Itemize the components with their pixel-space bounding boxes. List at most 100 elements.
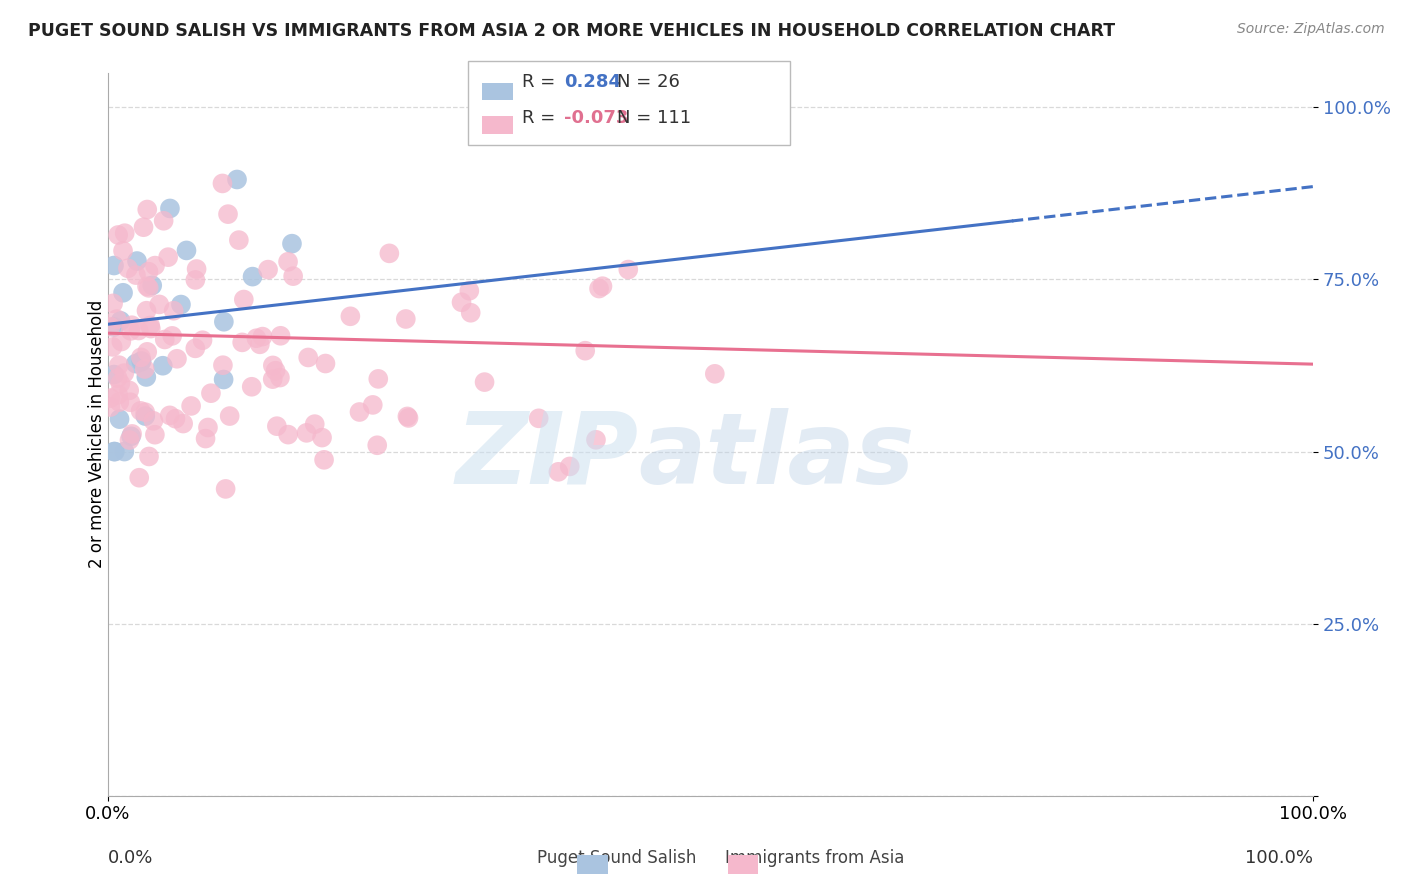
Point (194, 432, 217, 446)
Point (107, 371, 129, 385)
Point (135, 370, 157, 384)
Point (134, 405, 156, 419)
Point (138, 450, 160, 464)
Point (120, 324, 142, 338)
Point (107, 387, 129, 401)
Point (249, 337, 271, 351)
Point (112, 285, 135, 300)
Point (143, 427, 166, 442)
Point (110, 334, 132, 349)
Point (110, 314, 132, 328)
Point (269, 370, 291, 384)
Point (142, 414, 165, 428)
Point (211, 177, 233, 191)
Point (240, 380, 263, 394)
Point (703, 367, 725, 381)
Point (270, 328, 292, 343)
Point (184, 342, 207, 356)
Point (281, 236, 304, 251)
Point (186, 262, 208, 277)
Point (153, 333, 176, 347)
Point (218, 409, 240, 423)
Point (245, 331, 267, 345)
Point (159, 202, 181, 216)
Point (339, 310, 361, 324)
Point (378, 246, 401, 260)
Text: PUGET SOUND SALISH VS IMMIGRANTS FROM ASIA 2 OR MORE VEHICLES IN HOUSEHOLD CORRE: PUGET SOUND SALISH VS IMMIGRANTS FROM AS… (28, 22, 1115, 40)
Point (617, 262, 640, 277)
Point (152, 359, 174, 373)
Point (107, 227, 129, 242)
Point (304, 417, 326, 431)
Point (450, 295, 472, 310)
Point (138, 281, 160, 295)
Point (180, 399, 202, 413)
Point (129, 404, 152, 418)
Point (232, 293, 254, 307)
Point (252, 329, 274, 343)
Point (129, 351, 152, 365)
Point (139, 321, 162, 335)
Point (527, 411, 550, 425)
Point (585, 433, 607, 447)
Point (163, 303, 186, 318)
Point (228, 233, 250, 247)
Text: 100.0%: 100.0% (1246, 849, 1313, 867)
Point (120, 429, 142, 443)
Point (121, 426, 143, 441)
Point (118, 433, 141, 447)
Point (135, 303, 157, 318)
Point (138, 265, 160, 279)
Point (103, 444, 125, 458)
Point (311, 431, 333, 445)
Point (141, 278, 163, 293)
Point (136, 202, 159, 217)
Point (166, 351, 188, 366)
Point (212, 358, 235, 372)
Point (266, 419, 288, 434)
Point (200, 386, 222, 401)
Point (159, 409, 181, 423)
Point (125, 268, 148, 282)
Point (547, 465, 569, 479)
Point (134, 409, 156, 423)
Point (101, 340, 124, 354)
Point (108, 395, 131, 409)
Point (157, 250, 180, 264)
Text: 0.0%: 0.0% (108, 849, 153, 867)
Point (112, 444, 135, 458)
Point (474, 375, 496, 389)
Point (458, 284, 481, 298)
Point (139, 318, 162, 333)
Point (558, 459, 581, 474)
Point (120, 395, 142, 409)
Text: Immigrants from Asia: Immigrants from Asia (724, 849, 904, 867)
Point (128, 324, 150, 338)
Point (191, 333, 214, 347)
Point (367, 372, 389, 386)
Point (136, 279, 159, 293)
Point (361, 398, 384, 412)
Point (226, 172, 249, 186)
Point (131, 354, 153, 368)
Point (110, 376, 132, 391)
Text: Source: ZipAtlas.com: Source: ZipAtlas.com (1237, 22, 1385, 37)
Text: R =: R = (522, 73, 561, 91)
Point (105, 312, 128, 326)
Point (281, 269, 304, 284)
Point (176, 244, 198, 258)
Text: N = 111: N = 111 (617, 109, 692, 127)
Text: N = 26: N = 26 (617, 73, 681, 91)
Point (165, 411, 187, 425)
Point (170, 297, 193, 311)
Point (212, 315, 235, 329)
Point (125, 254, 148, 268)
Point (112, 244, 135, 258)
Point (100, 319, 122, 334)
Point (125, 357, 148, 371)
Point (134, 362, 156, 376)
Point (117, 261, 139, 276)
Point (277, 427, 299, 442)
Point (128, 471, 150, 485)
Text: Puget Sound Salish: Puget Sound Salish (537, 849, 696, 867)
